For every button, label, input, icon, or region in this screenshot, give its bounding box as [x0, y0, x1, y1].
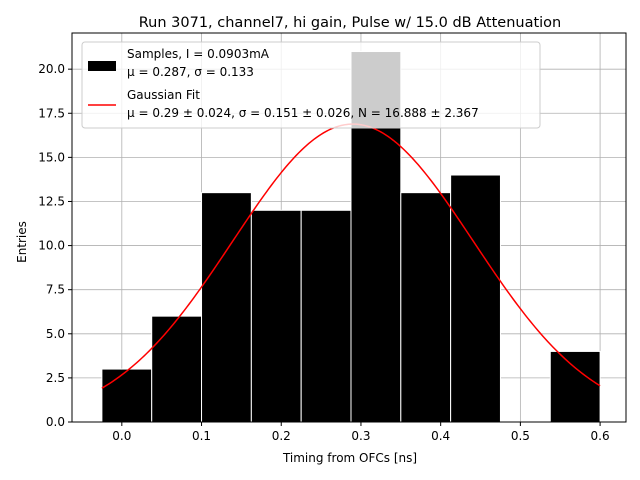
y-axis-label: Entries — [15, 221, 29, 263]
x-tick-label: 0.2 — [272, 429, 291, 443]
histogram-bar — [450, 174, 501, 423]
legend-fit-stats: μ = 0.29 ± 0.024, σ = 0.151 ± 0.026, N =… — [127, 106, 479, 120]
y-tick-label: 12.5 — [38, 194, 65, 208]
histogram-bar — [101, 368, 153, 423]
histogram-bar — [151, 315, 203, 423]
histogram-bar — [250, 209, 302, 423]
y-tick-label: 5.0 — [46, 327, 65, 341]
y-tick-label: 20.0 — [38, 62, 65, 76]
y-tick-label: 2.5 — [46, 371, 65, 385]
x-tick-label: 0.1 — [192, 429, 211, 443]
legend-histogram-swatch — [88, 61, 116, 71]
chart-title: Run 3071, channel7, hi gain, Pulse w/ 15… — [139, 15, 562, 31]
y-tick-label: 7.5 — [46, 283, 65, 297]
legend-histogram-label: Samples, I = 0.0903mA — [127, 47, 270, 61]
histogram-bar — [201, 192, 252, 423]
plot-frame — [71, 32, 627, 423]
legend-box — [81, 41, 541, 129]
x-tick-label: 0.6 — [591, 429, 610, 443]
y-tick-label: 17.5 — [38, 106, 65, 120]
legend-histogram-stats: μ = 0.287, σ = 0.133 — [127, 65, 254, 79]
legend-fit-label: Gaussian Fit — [127, 88, 200, 102]
x-tick-label: 0.3 — [351, 429, 370, 443]
x-tick-label: 0.0 — [112, 429, 131, 443]
histogram-bar — [549, 350, 601, 423]
y-tick-label: 15.0 — [38, 150, 65, 164]
x-axis-label: Timing from OFCs [ns] — [282, 451, 417, 465]
y-tick-label: 0.0 — [46, 415, 65, 429]
legend: Samples, I = 0.0903mA μ = 0.287, σ = 0.1… — [81, 41, 541, 129]
histogram-bar — [300, 209, 352, 423]
x-tick-label: 0.4 — [431, 429, 450, 443]
y-axis-ticks: 0.0 2.5 5.0 7.5 10.0 12.5 15.0 17.5 20.0 — [38, 62, 72, 429]
histogram-bar — [400, 192, 452, 423]
y-tick-label: 10.0 — [38, 239, 65, 253]
x-tick-label: 0.5 — [511, 429, 530, 443]
x-axis-ticks: 0.0 0.1 0.2 0.3 0.4 0.5 0.6 — [112, 422, 610, 443]
